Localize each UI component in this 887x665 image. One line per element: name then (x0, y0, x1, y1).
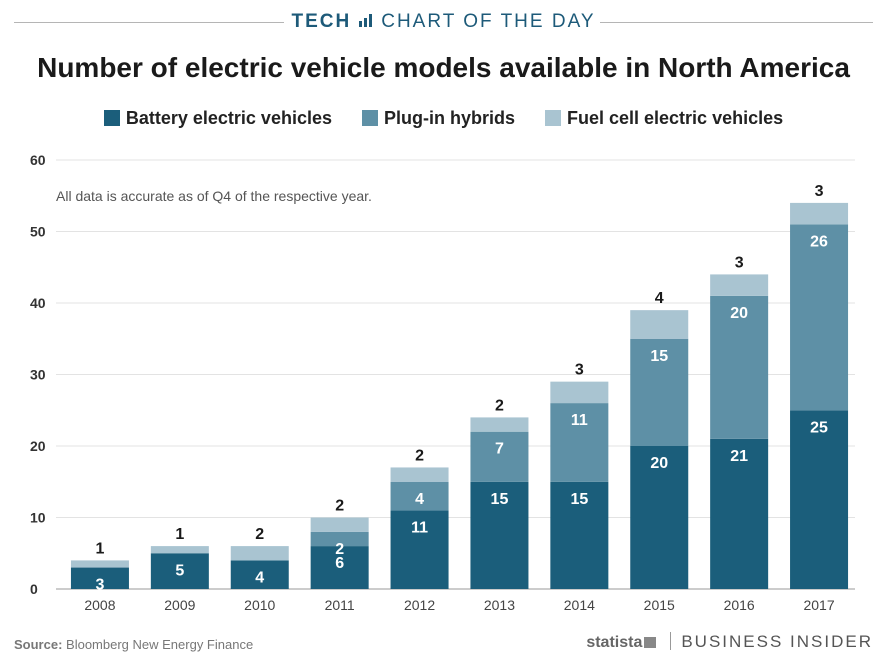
bar-segment (310, 546, 369, 589)
publisher-logo: BUSINESS INSIDER (681, 632, 873, 651)
bar-segment (790, 224, 849, 411)
data-label: 20 (650, 455, 668, 472)
statista-icon (644, 637, 657, 648)
data-label: 4 (255, 569, 264, 586)
x-tick-label: 2017 (803, 597, 834, 613)
header-banner: TECH CHART OF THE DAY (0, 8, 887, 38)
x-tick-label: 2013 (484, 597, 515, 613)
data-label: 5 (175, 562, 184, 579)
data-label: 11 (571, 412, 588, 429)
data-label: 26 (810, 233, 828, 250)
data-label: 2 (335, 498, 344, 515)
bar-segment (710, 438, 769, 589)
bar-segment (550, 381, 609, 404)
bar-segment (470, 481, 529, 589)
data-label: 2 (415, 447, 424, 464)
y-tick-label: 40 (30, 295, 46, 311)
bar-segment (390, 510, 449, 589)
banner-section-label: TECH (291, 11, 352, 32)
bar-segment (630, 310, 689, 339)
data-label: 3 (95, 577, 104, 594)
bar-segment (790, 410, 849, 589)
banner-text: TECH CHART OF THE DAY (0, 11, 887, 33)
legend-swatch (361, 110, 378, 126)
legend-item: Battery electric vehicles (103, 108, 332, 129)
data-label: 2 (335, 541, 344, 558)
legend-label: Plug-in hybrids (383, 108, 515, 128)
footer-brand: statista BUSINESS INSIDER (586, 632, 873, 652)
bar-segment (150, 546, 209, 554)
data-label: 1 (95, 540, 104, 557)
data-label: 2 (255, 526, 264, 543)
bar-segment (230, 546, 289, 561)
source-label: Source: (14, 637, 63, 652)
x-tick-label: 2010 (244, 597, 275, 613)
data-label: 7 (495, 441, 504, 458)
data-label: 15 (650, 348, 668, 365)
y-tick-label: 30 (30, 367, 46, 383)
data-label: 4 (415, 491, 424, 508)
data-label: 6 (335, 555, 344, 572)
bar-segment (310, 531, 369, 547)
banner-rule-right (600, 22, 873, 23)
bar-segment (230, 560, 289, 589)
x-tick-label: 2009 (164, 597, 195, 613)
chart-legend: Battery electric vehicles Plug-in hybrids… (0, 108, 887, 129)
y-tick-label: 20 (30, 438, 46, 454)
data-label: 15 (570, 491, 588, 508)
chart-annotation: All data is accurate as of Q4 of the res… (56, 188, 372, 204)
data-label: 2 (495, 397, 504, 414)
legend-label: Battery electric vehicles (125, 108, 332, 128)
data-label: 1 (175, 526, 184, 543)
source-note: Source: Bloomberg New Energy Finance (14, 637, 253, 652)
legend-item: Fuel cell electric vehicles (545, 108, 783, 129)
bar-chart-icon (359, 14, 373, 27)
bar-segment (550, 403, 609, 482)
y-tick-label: 60 (30, 152, 46, 168)
bar-segment (390, 467, 449, 482)
bar-segment (710, 274, 769, 296)
bar-segment (70, 560, 129, 568)
bar-segment (470, 417, 529, 432)
statista-logo: statista (586, 634, 643, 651)
chart-plot: 0 10 20 30 40 50 60 All data is accurate as of … (30, 152, 855, 613)
bar-segment (390, 481, 449, 511)
x-tick-label: 2011 (325, 597, 355, 613)
x-tick-label: 2015 (644, 597, 675, 613)
legend-label: Fuel cell electric vehicles (567, 108, 784, 128)
x-tick-label: 2016 (724, 597, 755, 613)
y-tick-label: 0 (30, 581, 38, 597)
data-label: 20 (730, 305, 748, 322)
bar-segment (710, 295, 769, 439)
bar-segment (150, 553, 209, 589)
bar-segment (790, 202, 849, 225)
y-tick-label: 50 (30, 224, 46, 240)
bar-segment (550, 481, 609, 589)
legend-swatch (103, 110, 120, 126)
banner-rule-left (14, 22, 284, 23)
x-tick-label: 2008 (84, 597, 115, 613)
data-label: 4 (655, 290, 664, 307)
data-label: 21 (730, 448, 748, 465)
bar-segment (70, 567, 129, 589)
data-label: 3 (735, 254, 744, 271)
data-label: 3 (815, 183, 824, 200)
banner-series-label: CHART OF THE DAY (381, 11, 596, 32)
bar-segment (630, 338, 689, 446)
footer-divider (670, 632, 672, 650)
data-label: 15 (491, 491, 509, 508)
chart-title: Number of electric vehicle models availa… (37, 52, 850, 83)
data-label: 25 (810, 419, 828, 436)
source-text: Bloomberg New Energy Finance (66, 637, 254, 652)
bar-segment (630, 446, 689, 589)
y-tick-label: 10 (30, 510, 46, 526)
data-label: 11 (411, 519, 428, 536)
legend-item: Plug-in hybrids (361, 108, 515, 129)
bar-segment (470, 431, 529, 482)
x-tick-label: 2014 (564, 597, 595, 613)
x-tick-label: 2012 (404, 597, 435, 613)
bar-segment (310, 517, 369, 532)
data-label: 3 (575, 362, 584, 379)
legend-swatch (545, 110, 561, 126)
